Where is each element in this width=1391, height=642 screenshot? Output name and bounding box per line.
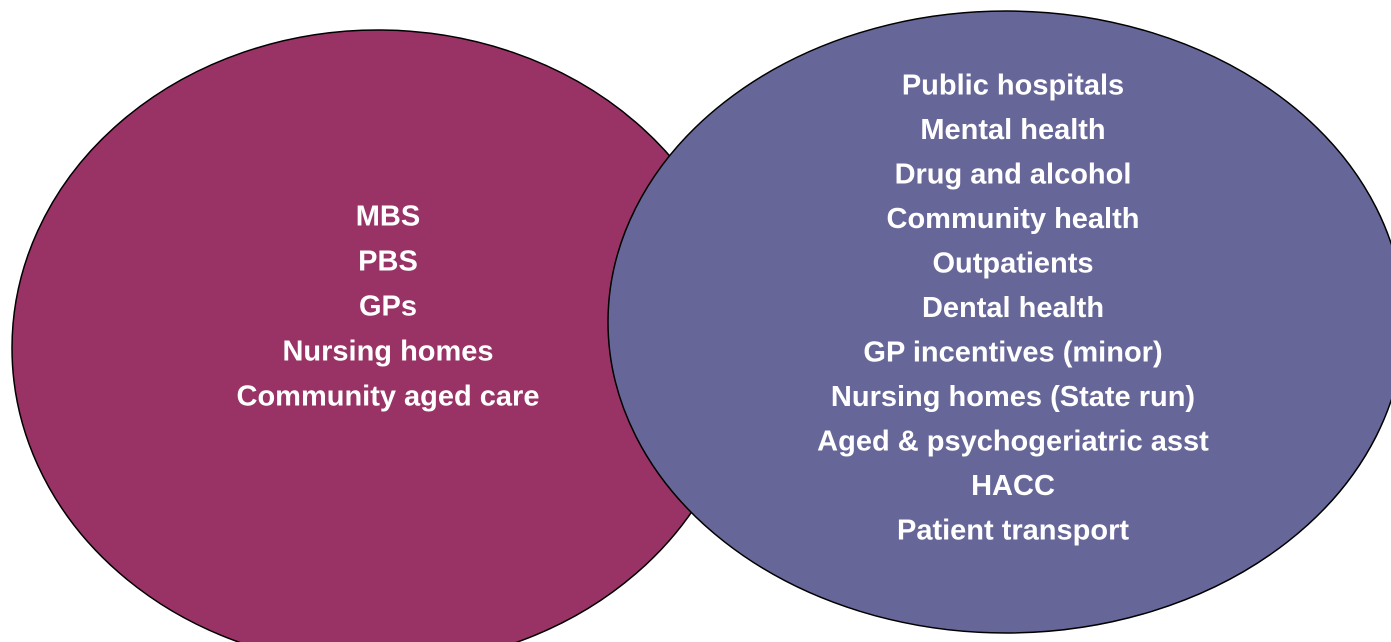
list-item: MBS <box>356 201 420 233</box>
list-item: Mental health <box>920 114 1105 146</box>
list-item: GPs <box>359 291 417 323</box>
list-item: HACC <box>971 470 1055 502</box>
list-item: Aged & psychogeriatric asst <box>817 426 1209 458</box>
left-list: MBS PBS GPs Nursing homes Community aged car… <box>237 201 540 413</box>
list-item: Outpatients <box>932 248 1093 280</box>
list-item: Community aged care <box>237 381 540 413</box>
right-ellipse <box>607 10 1391 634</box>
list-item: Patient transport <box>897 515 1129 547</box>
list-item: Nursing homes <box>282 336 493 368</box>
list-item: PBS <box>358 246 418 278</box>
list-item: Community health <box>887 203 1140 235</box>
list-item: Drug and alcohol <box>895 159 1132 191</box>
list-item: GP incentives (minor) <box>863 337 1162 369</box>
right-list: Public hospitals Mental health Drug and al… <box>817 70 1209 547</box>
list-item: Nursing homes (State run) <box>831 381 1195 413</box>
list-item: Public hospitals <box>902 70 1124 102</box>
list-item: Dental health <box>922 292 1104 324</box>
